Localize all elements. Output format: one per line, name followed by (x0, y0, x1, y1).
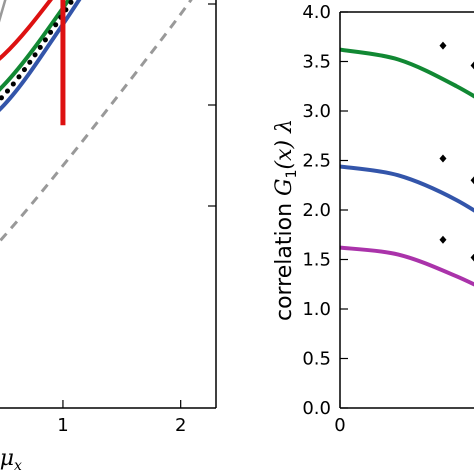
right-y-tick-label-5: 2.5 (302, 151, 331, 172)
right-y-tick-label-3: 1.5 (302, 250, 331, 271)
right-y-tick-label-4: 2.0 (302, 200, 331, 221)
right-marker-2-0 (439, 235, 447, 244)
right-y-axis-label: correlation G1(x) λ (272, 119, 300, 321)
left-axes (0, 0, 217, 409)
right-marker-0-0 (439, 41, 447, 50)
right-marker-1-1 (470, 176, 474, 185)
left-plot-area (0, 0, 193, 244)
right-panel: 0.0 0.5 1.0 1.5 2.0 2.5 3.0 3.5 4.0 01 correlati… (272, 2, 474, 436)
right-marker-2-1 (470, 253, 474, 262)
left-x-axis-label: μ/μx (0, 446, 22, 474)
left-annotations (60, 0, 66, 126)
left-x-tick-label-0: 1 (57, 415, 68, 436)
right-x-tick-labels: 01 (334, 415, 345, 436)
right-series-line-1 (340, 164, 474, 213)
left-panel: 12 μ/μx (0, 0, 217, 474)
right-y-tick-label-2: 1.0 (302, 299, 331, 320)
right-x-tick-label-0: 0 (334, 415, 345, 436)
left-series-line-2 (0, 0, 82, 112)
right-y-tick-labels: 0.0 0.5 1.0 1.5 2.0 2.5 3.0 3.5 4.0 (302, 2, 331, 419)
left-series-line-3 (0, 0, 71, 92)
right-y-tick-label-1: 0.5 (302, 349, 331, 370)
right-markers (439, 41, 474, 262)
right-series-line-2 (340, 245, 474, 287)
right-axes (339, 11, 474, 409)
right-y-tick-label-0: 0.0 (302, 398, 331, 419)
right-y-tick-label-6: 3.0 (302, 101, 331, 122)
left-x-tick-label-1: 2 (175, 415, 186, 436)
right-marker-1-0 (439, 154, 447, 163)
left-series-line-1 (0, 0, 193, 244)
left-series-line-5 (0, 0, 76, 103)
right-plot-area (340, 47, 474, 287)
right-y-tick-label-7: 3.5 (302, 52, 331, 73)
right-y-tick-label-8: 4.0 (302, 2, 331, 23)
right-series-line-0 (340, 47, 474, 99)
right-marker-0-1 (470, 61, 474, 70)
